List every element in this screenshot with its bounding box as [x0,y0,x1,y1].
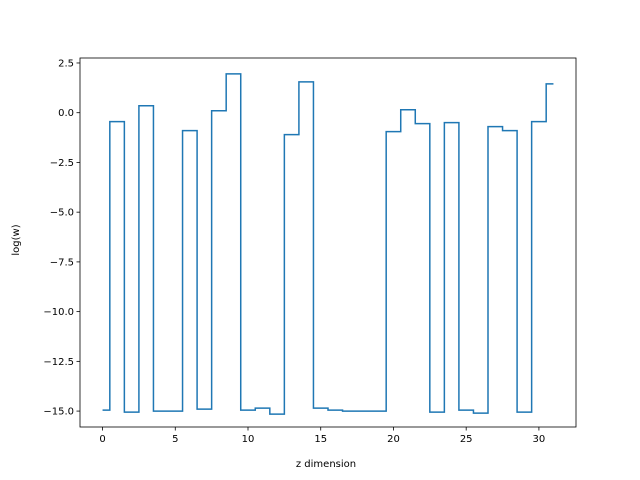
y-tick-label: −5.0 [50,208,74,219]
x-tick-label: 20 [387,434,400,445]
x-tick-label: 30 [533,434,546,445]
y-tick-label: −12.5 [43,357,74,368]
x-tick-label: 15 [314,434,327,445]
x-axis-label: z dimension [296,459,356,470]
plot-area [102,73,554,415]
y-tick-label: −7.5 [50,257,74,268]
y-tick-label: −15.0 [43,407,74,418]
x-tick-label: 10 [242,434,255,445]
axis-ticks: 0 5 10 15 20 25 30 2.5 0.0 −2.5 −5.0 −7.5 −10.0 −12.5… [43,58,545,445]
y-tick-label: −10.0 [43,307,74,318]
series-0-line [102,73,554,415]
x-tick-label: 25 [460,434,473,445]
y-tick-label: 2.5 [58,58,74,69]
x-tick-label: 5 [172,434,178,445]
x-tick-label: 0 [99,434,105,445]
y-tick-label: −2.5 [50,158,74,169]
axes-frame [79,57,577,428]
y-axis-label: log(w) [11,224,22,255]
y-tick-label: 0.0 [58,108,74,119]
